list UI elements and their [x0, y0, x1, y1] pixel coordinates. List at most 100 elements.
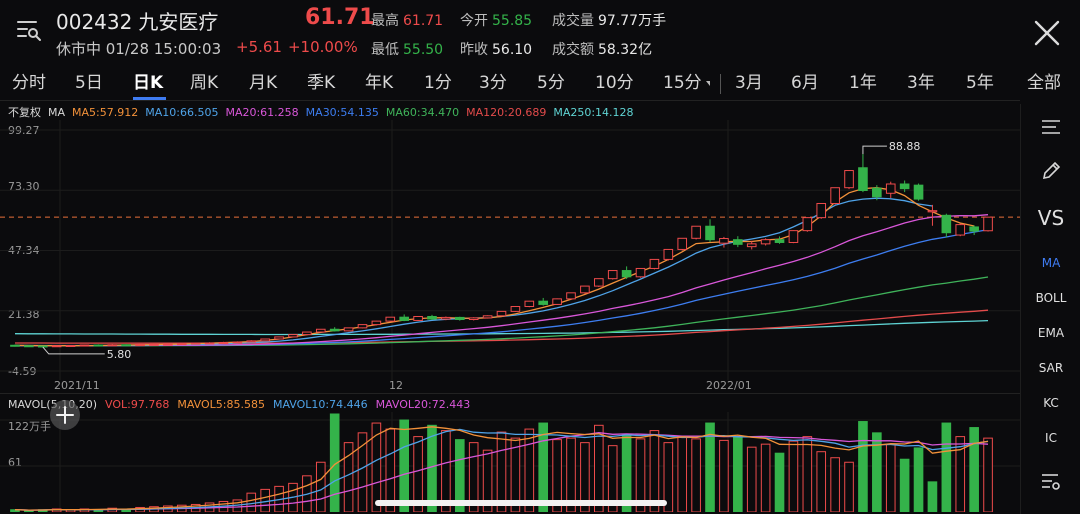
tab-all[interactable]: 全部 [1027, 73, 1061, 93]
candle [872, 185, 882, 201]
ma30-line [15, 228, 989, 347]
pencil-icon[interactable] [1021, 160, 1080, 185]
stat-volume: 成交量 97.77万手 [552, 13, 667, 29]
tab-5min[interactable]: 5分 [537, 73, 565, 93]
tab-15min[interactable]: 15分 [663, 73, 702, 93]
stock-title: 002432 九安医疗 [56, 6, 218, 35]
compare-button[interactable]: VS [1037, 206, 1065, 230]
tab-daily-k[interactable]: 日K [133, 73, 164, 93]
tab-yearly-k[interactable]: 年K [365, 73, 394, 93]
candle [663, 248, 674, 261]
high-annotation: 88.88 [889, 140, 921, 153]
indicator-sar[interactable]: SAR [1038, 361, 1064, 375]
candle-body [357, 324, 368, 329]
indicator-ic[interactable]: IC [1045, 431, 1057, 445]
close-icon[interactable] [1034, 20, 1060, 46]
candle-body [705, 225, 715, 241]
add-indicator-button[interactable] [50, 400, 80, 430]
candle-body [204, 342, 215, 345]
ma60-value: MA60:34.470 [385, 106, 460, 119]
candle-body [566, 292, 576, 300]
stat-open: 今开 55.85 [460, 13, 533, 29]
candle-body [510, 306, 521, 312]
mavol5-value: MAVOL5:85.585 [177, 398, 265, 411]
candle-body [844, 170, 854, 189]
candle [691, 225, 701, 240]
candle [385, 316, 396, 322]
indicator-boll[interactable]: BOLL [1035, 291, 1067, 305]
mavol10-value: MAVOL10:74.446 [272, 398, 368, 411]
tab-5year[interactable]: 5年 [966, 73, 994, 93]
candle [37, 345, 48, 348]
price-change: +5.61 +10.00% [236, 38, 358, 56]
candle-body [427, 315, 437, 320]
tab-3year[interactable]: 3年 [907, 73, 935, 93]
tab-6month[interactable]: 6月 [791, 73, 819, 93]
candle-body [802, 217, 813, 232]
candle [413, 315, 423, 321]
tab-fenshi[interactable]: 分时 [12, 73, 46, 93]
candle-body [218, 341, 229, 344]
volume-bar [371, 422, 382, 512]
tab-3min[interactable]: 3分 [479, 73, 507, 93]
candle [913, 183, 924, 201]
menu-icon[interactable] [16, 18, 42, 44]
candle-body [399, 316, 409, 321]
candle [955, 223, 966, 237]
ma5-value: MA5:57.912 [72, 106, 139, 119]
low-annotation: 5.80 [107, 348, 132, 361]
stock-name: 九安医疗 [138, 10, 219, 34]
tab-1min[interactable]: 1分 [424, 73, 452, 93]
tab-monthly-k[interactable]: 月K [249, 73, 278, 93]
volume-bar [635, 438, 646, 512]
candle [190, 342, 201, 345]
candle-body [79, 344, 90, 347]
candle-body [10, 344, 20, 347]
candle-body [51, 345, 62, 348]
tab-5day[interactable]: 5日 [75, 73, 103, 93]
candle-body [719, 238, 729, 244]
candle-body [149, 343, 159, 346]
volume-chart[interactable] [0, 412, 1020, 512]
candle-body [496, 310, 507, 317]
candle-body [621, 270, 632, 278]
candle [232, 341, 243, 344]
candle [607, 270, 618, 280]
indicator-ema[interactable]: EMA [1037, 326, 1065, 340]
settings-list-icon[interactable] [1021, 472, 1080, 495]
candle-body [24, 345, 34, 348]
tab-quarterly-k[interactable]: 季K [307, 73, 336, 93]
ma10-line [15, 197, 933, 347]
volume-bar [746, 446, 757, 512]
x-axis-label: 2021/11 [54, 379, 100, 392]
candle [733, 236, 743, 248]
candle-body [830, 187, 840, 204]
candle [274, 336, 284, 340]
candle-body [107, 344, 118, 347]
change-percent: +10.00% [287, 38, 358, 56]
candle [830, 187, 840, 205]
list-icon[interactable] [1021, 118, 1080, 139]
volume-bar [677, 436, 688, 512]
volume-bar [983, 437, 993, 512]
candlestick-chart[interactable]: 88.88 5.80 [0, 120, 1020, 380]
indicator-kc[interactable]: KC [1043, 396, 1059, 410]
candle [454, 316, 465, 321]
chevron-down-icon[interactable] [706, 81, 710, 86]
adjust-mode[interactable]: 不复权 [8, 106, 41, 119]
candle-body [760, 239, 771, 245]
candle [677, 237, 688, 251]
candle-body [816, 202, 827, 219]
candle-body [594, 278, 604, 287]
indicator-ma[interactable]: MA [1041, 256, 1061, 270]
tab-3month[interactable]: 3月 [735, 73, 763, 93]
candle-body [649, 258, 660, 269]
candle [788, 230, 799, 244]
current-price: 61.71 [305, 5, 375, 30]
x-axis-label: 12 [389, 379, 403, 392]
tab-1year[interactable]: 1年 [849, 73, 877, 93]
candle [329, 327, 340, 332]
volume-bar [913, 447, 924, 512]
tab-weekly-k[interactable]: 周K [190, 73, 219, 93]
tab-10min[interactable]: 10分 [595, 73, 634, 93]
